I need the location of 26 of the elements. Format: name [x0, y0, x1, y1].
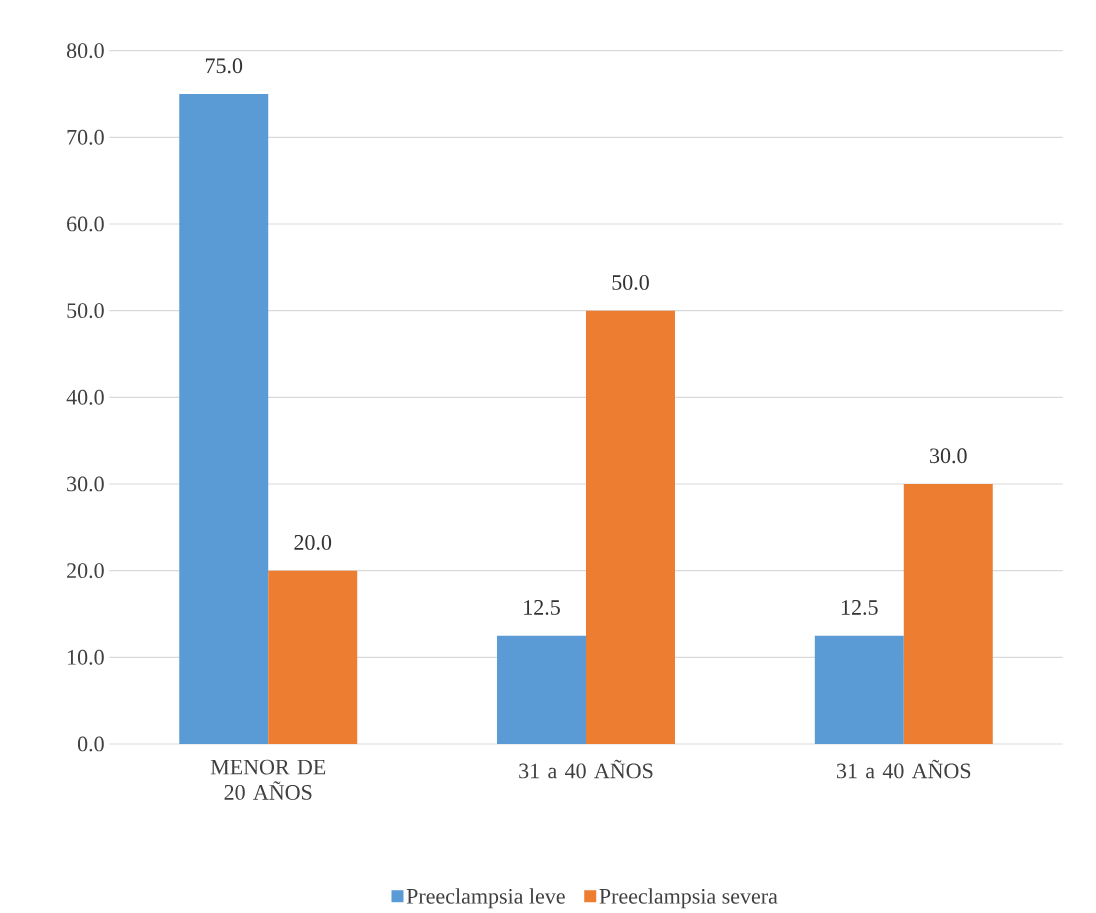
- x-tick-label: MENOR DE 20 AÑOS: [210, 759, 326, 800]
- legend-label: Preeclampsia severa: [599, 888, 778, 909]
- data-label: 12.5: [841, 599, 878, 615]
- legend-label: Preeclampsia leve: [406, 888, 565, 909]
- y-tick-label: 60.0: [67, 216, 104, 232]
- data-label: 50.0: [612, 274, 649, 290]
- x-tick-label: 31 a 40 AÑOS: [837, 759, 971, 779]
- y-tick-label: 0.0: [77, 736, 104, 752]
- data-label: 75.0: [205, 58, 243, 74]
- data-label: 12.5: [524, 599, 560, 615]
- y-tick-label: 30.0: [67, 476, 104, 492]
- bar: [586, 310, 675, 744]
- y-tick-label: 80.0: [66, 43, 104, 58]
- x-tick-label: 31 a 40 AÑOS: [519, 759, 653, 779]
- y-tick-label: 70.0: [67, 129, 104, 145]
- data-label: 30.0: [930, 448, 967, 464]
- y-tick-label: 10.0: [68, 649, 104, 665]
- bar: [268, 570, 358, 744]
- y-tick-label: 20.0: [67, 563, 104, 578]
- y-tick-label: 40.0: [66, 389, 104, 405]
- data-label: 20.0: [294, 534, 332, 550]
- bar: [814, 635, 904, 744]
- bar: [497, 635, 587, 744]
- bar: [903, 483, 993, 744]
- y-tick-label: 50.0: [67, 303, 104, 318]
- bar: [179, 93, 269, 744]
